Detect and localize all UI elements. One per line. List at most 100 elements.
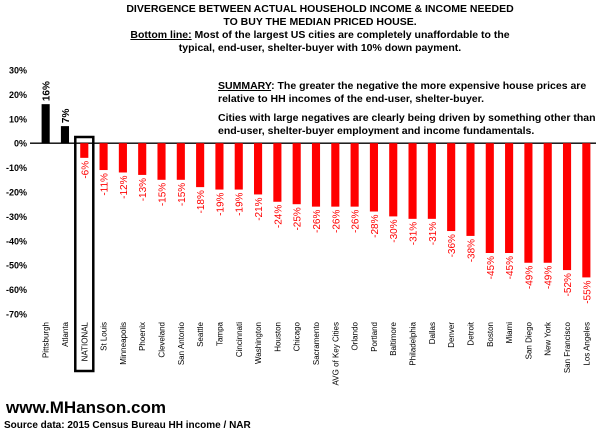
data-label: -24% [273, 205, 284, 228]
chart-title-line-3: Bottom line: Most of the largest US citi… [40, 29, 600, 42]
data-label: -12% [119, 175, 130, 198]
y-tick-label: -50% [6, 261, 27, 271]
category-label: Washington [254, 322, 263, 364]
category-label: Chicago [293, 321, 302, 351]
data-label: -30% [389, 219, 400, 242]
category-label: Minneapolis [119, 322, 128, 365]
y-tick-label: -40% [6, 236, 27, 246]
category-label: Tampa [215, 321, 224, 346]
bar [543, 143, 552, 263]
data-label: -26% [351, 210, 362, 233]
y-tick-label: 30% [9, 66, 27, 76]
data-label: -26% [331, 210, 342, 233]
data-label: -15% [177, 183, 188, 206]
data-label: -18% [196, 190, 207, 213]
category-label: NATIONAL [80, 321, 89, 361]
y-tick-label: -30% [6, 212, 27, 222]
category-label: Denver [447, 322, 456, 348]
category-label: Dallas [428, 322, 437, 344]
data-label: -49% [524, 266, 535, 289]
category-label: Seattle [196, 321, 205, 346]
data-label: -52% [563, 273, 574, 296]
data-label: -45% [505, 256, 516, 279]
bar [369, 143, 378, 212]
summary-heading: SUMMARY [218, 80, 272, 92]
category-label: Detroit [466, 321, 475, 345]
category-label: Baltimore [389, 321, 398, 355]
bar [466, 143, 475, 236]
bar [176, 143, 185, 180]
bar [350, 143, 359, 207]
category-label: Cleveland [158, 322, 167, 358]
category-label: Portland [370, 322, 379, 352]
category-label: AVG of Key Cities [331, 322, 340, 385]
category-label: Phoenix [138, 322, 147, 351]
bar [254, 143, 263, 195]
data-label: -11% [100, 173, 111, 196]
summary-text-2: Cities with large negatives are clearly … [218, 112, 596, 137]
category-label: Miami [505, 322, 514, 344]
bar [157, 143, 166, 180]
data-label: -26% [312, 210, 323, 233]
bar [582, 143, 591, 278]
data-label: -15% [158, 183, 169, 206]
category-label: San Antonio [177, 321, 186, 365]
data-label: -13% [138, 178, 149, 201]
y-tick-label: -10% [6, 163, 27, 173]
bar [273, 143, 282, 202]
y-tick-label: -60% [6, 285, 27, 295]
summary-text-1: : The greater the negative the more expe… [218, 80, 587, 105]
bar [524, 143, 533, 263]
y-tick-label: 10% [9, 114, 27, 124]
bar [196, 143, 205, 188]
data-label: -45% [486, 256, 497, 279]
bar [427, 143, 436, 219]
bar [408, 143, 417, 219]
data-label: -55% [582, 280, 593, 303]
category-label: Los Angeles [582, 322, 591, 366]
national-highlight-box [74, 135, 95, 373]
chart-title-line-4: typical, end-user, shelter-buyer with 10… [178, 42, 462, 54]
category-label: Cincinnati [235, 322, 244, 357]
data-label: -19% [215, 192, 226, 215]
bar [215, 143, 224, 190]
data-label: -25% [293, 207, 304, 230]
data-label: -6% [80, 161, 91, 179]
bar [505, 143, 514, 253]
bar [485, 143, 494, 253]
y-tick-label: 0% [14, 139, 27, 149]
category-label: Boston [486, 322, 495, 347]
website-label: www.MHanson.com [6, 398, 166, 417]
data-label: 7% [61, 109, 72, 124]
chart-title-line-2: TO BUY THE MEDIAN PRICED HOUSE. [223, 16, 417, 28]
bar [447, 143, 456, 232]
category-label: St Louis [100, 322, 109, 351]
summary-box: SUMMARY: The greater the negative the mo… [218, 80, 598, 144]
bar [562, 143, 572, 271]
category-label: San Francisco [563, 321, 572, 373]
source-note: Source data: 2015 Census Bureau HH incom… [4, 420, 251, 431]
data-label: -36% [447, 234, 458, 257]
bar [138, 143, 147, 175]
bar [311, 143, 321, 207]
category-label: San Diego [524, 321, 533, 359]
bar [331, 143, 340, 207]
data-label: -19% [235, 192, 246, 215]
data-label: 16% [42, 81, 53, 101]
bar [118, 143, 127, 173]
bar [234, 143, 243, 190]
category-label: Sacramento [312, 321, 321, 365]
category-label: Houston [273, 322, 282, 352]
bar [60, 126, 70, 144]
y-tick-label: 20% [9, 90, 27, 100]
y-tick-label: -70% [6, 310, 27, 320]
label-layer: 16% Pittsburgh 7% Atlanta -6% NATIONAL -11% St … [42, 81, 594, 385]
bar [292, 143, 301, 205]
bottom-line-label: Bottom line: [130, 29, 192, 41]
category-label: New York [544, 321, 553, 356]
data-label: -28% [370, 214, 381, 237]
bar-layer [41, 104, 591, 278]
bar [99, 143, 108, 171]
